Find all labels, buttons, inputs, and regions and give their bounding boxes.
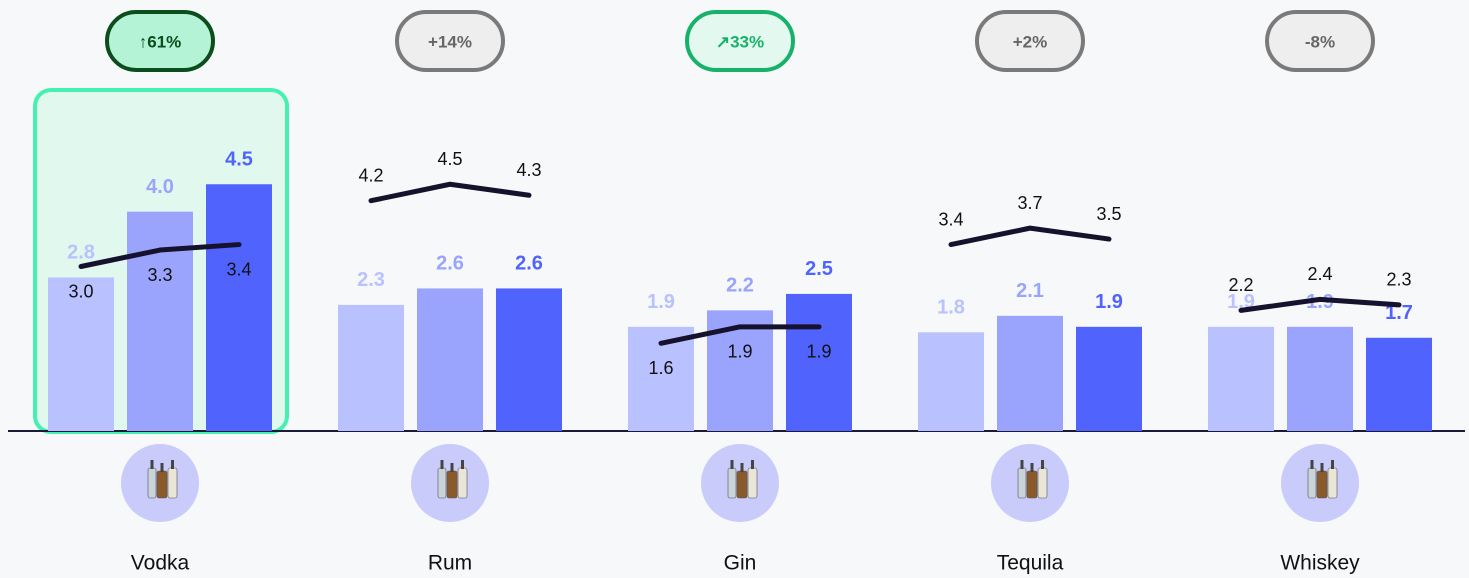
bottle-neck <box>731 460 734 469</box>
bottle-neck <box>1041 460 1044 469</box>
bottle <box>148 468 156 498</box>
category-label: Tequila <box>997 552 1064 575</box>
bottle-neck <box>1321 463 1324 472</box>
bottle <box>728 468 736 498</box>
line-value-label: 3.0 <box>68 281 93 301</box>
bar <box>1287 327 1353 431</box>
bar <box>127 212 193 431</box>
bottle <box>1018 468 1026 498</box>
category-label: Vodka <box>131 552 190 575</box>
bar <box>496 288 562 431</box>
bottle-neck <box>1021 460 1024 469</box>
bar <box>206 184 272 431</box>
bar-value-label: 4.5 <box>225 149 253 171</box>
bar <box>338 305 404 431</box>
line-value-label: 1.6 <box>648 358 673 378</box>
bar-value-label: 2.6 <box>515 253 543 275</box>
bar <box>1208 327 1274 431</box>
line-value-label: 2.4 <box>1307 264 1332 284</box>
bar-value-label: 1.9 <box>1095 291 1123 313</box>
bar <box>786 294 852 431</box>
bottle <box>1317 471 1327 498</box>
line-value-label: 3.4 <box>226 259 251 279</box>
bottle-neck <box>751 460 754 469</box>
bar <box>417 288 483 431</box>
bar <box>1366 338 1432 431</box>
category-icon <box>121 444 199 522</box>
line-value-label: 3.7 <box>1017 193 1042 213</box>
bottle <box>1027 471 1037 498</box>
bottle <box>1308 468 1316 498</box>
bottle <box>1038 468 1047 498</box>
line-value-label: 3.3 <box>147 265 172 285</box>
line-value-label: 4.3 <box>516 160 541 180</box>
chart: 2.8 4.0 4.5 3.0 3.3 3.4 ↑61% Vodka 2.3 2.6 2.6 4.2 4… <box>0 0 1469 578</box>
bar-value-label: 2.3 <box>357 269 385 291</box>
bottle-neck <box>441 460 444 469</box>
bottle-neck <box>1031 463 1034 472</box>
bar-value-label: 1.8 <box>937 297 965 319</box>
bar-value-label: 2.6 <box>436 253 464 275</box>
bar <box>918 332 984 431</box>
change-label: +2% <box>1013 32 1048 51</box>
bottle <box>157 471 167 498</box>
category-icon <box>701 444 779 522</box>
line-value-label: 2.2 <box>1228 275 1253 295</box>
line-value-label: 1.9 <box>727 342 752 362</box>
line-value-label: 2.3 <box>1386 270 1411 290</box>
line-value-label: 4.5 <box>437 149 462 169</box>
bottle-neck <box>461 460 464 469</box>
change-label: -8% <box>1305 32 1335 51</box>
bar-value-label: 2.8 <box>67 242 95 264</box>
bottle <box>168 468 177 498</box>
bottle <box>447 471 457 498</box>
bottle <box>748 468 757 498</box>
category-label: Gin <box>724 552 757 575</box>
bar-value-label: 2.2 <box>726 275 754 297</box>
bottle <box>737 471 747 498</box>
category-icon <box>991 444 1069 522</box>
line-value-label: 3.5 <box>1096 204 1121 224</box>
category-icon <box>411 444 489 522</box>
line-value-label: 4.2 <box>358 165 383 185</box>
bottle <box>438 468 446 498</box>
line-value-label: 3.4 <box>938 209 963 229</box>
bar <box>997 316 1063 431</box>
bottle-neck <box>161 463 164 472</box>
change-label: ↗33% <box>716 32 764 51</box>
bottle-neck <box>1311 460 1314 469</box>
bar-value-label: 2.5 <box>805 258 833 280</box>
bottle-neck <box>151 460 154 469</box>
bottle-neck <box>741 463 744 472</box>
category-icon <box>1281 444 1359 522</box>
line-value-label: 1.9 <box>806 342 831 362</box>
bottle-neck <box>451 463 454 472</box>
change-label: +14% <box>428 32 472 51</box>
bar-value-label: 4.0 <box>146 176 174 198</box>
bottle-neck <box>1331 460 1334 469</box>
bottle <box>458 468 467 498</box>
bar <box>1076 327 1142 431</box>
line <box>371 184 529 200</box>
bar-value-label: 1.9 <box>647 291 675 313</box>
bottle-neck <box>171 460 174 469</box>
bar-value-label: 2.1 <box>1016 280 1044 302</box>
category-label: Rum <box>428 552 472 575</box>
line <box>951 228 1109 244</box>
bottle <box>1328 468 1337 498</box>
category-label: Whiskey <box>1280 552 1360 575</box>
change-label: ↑61% <box>139 32 182 51</box>
